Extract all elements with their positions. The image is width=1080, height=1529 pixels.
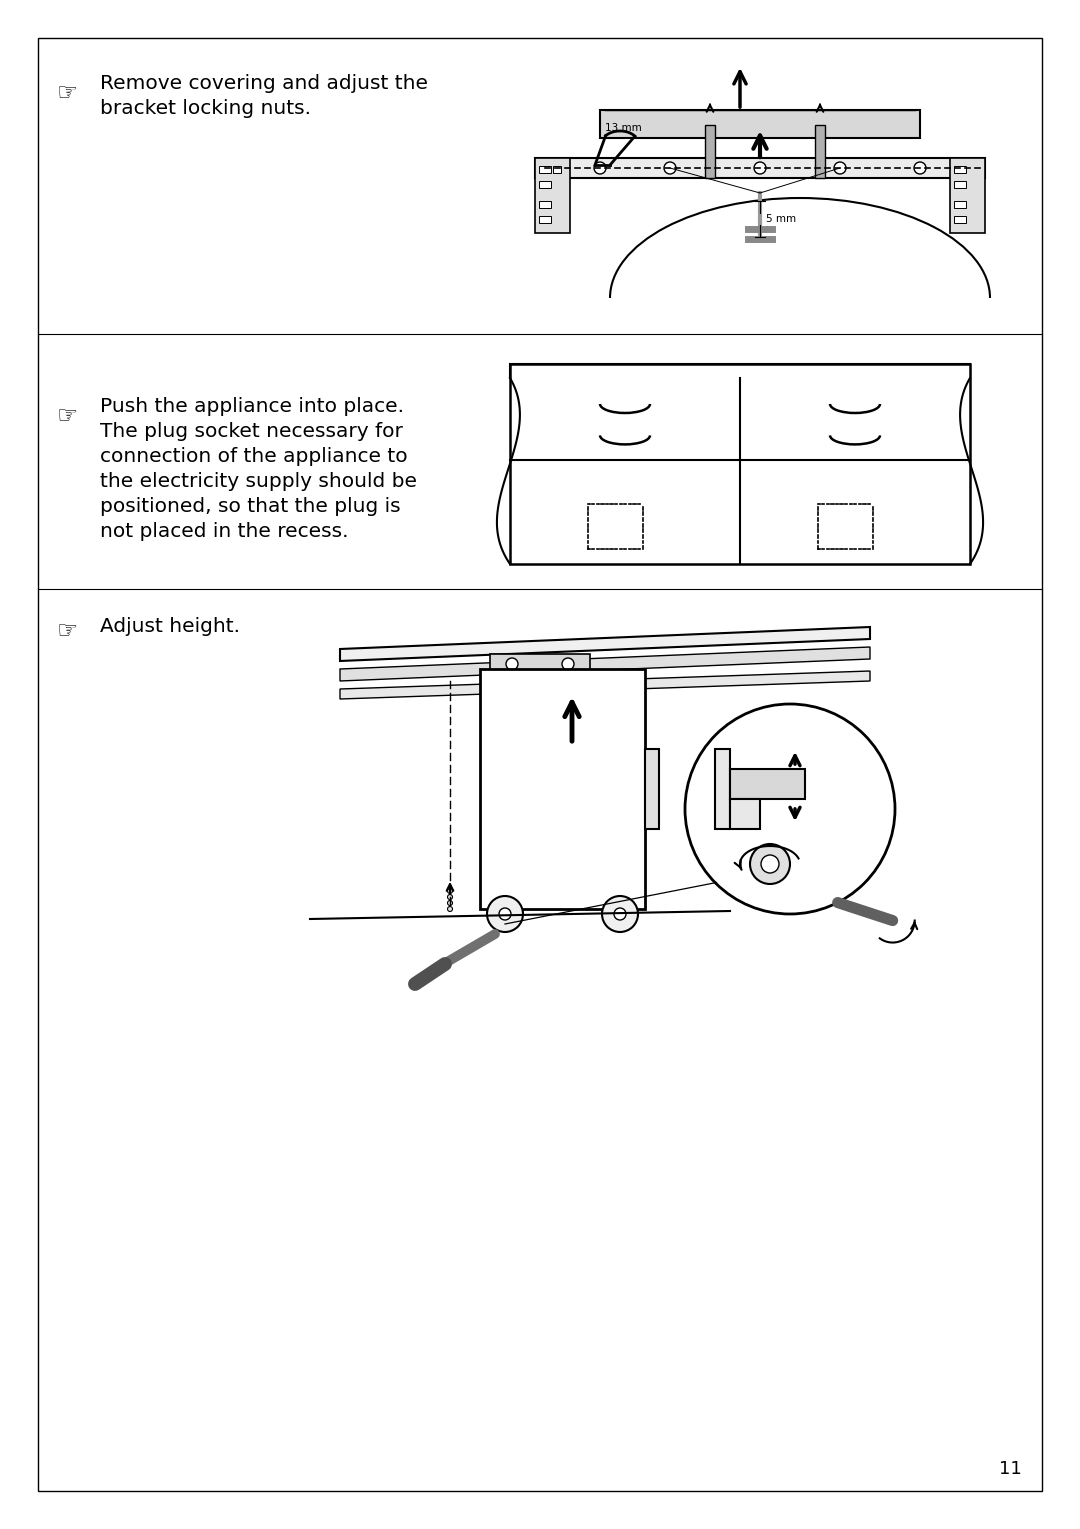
Bar [954, 216, 966, 223]
Circle shape [507, 657, 518, 670]
Bar [535, 157, 570, 232]
Bar [539, 200, 551, 208]
Circle shape [447, 888, 453, 893]
Bar [539, 167, 551, 173]
Polygon shape [340, 647, 870, 680]
Bar [705, 125, 715, 177]
Bar [535, 157, 985, 177]
Text: 5 mm: 5 mm [766, 214, 796, 225]
Circle shape [447, 894, 453, 899]
Circle shape [447, 907, 453, 911]
Circle shape [914, 162, 926, 174]
Bar [510, 364, 970, 378]
Text: 11: 11 [999, 1460, 1022, 1479]
Bar [510, 364, 970, 564]
Bar [480, 670, 645, 910]
Bar [553, 167, 561, 173]
Circle shape [761, 855, 779, 873]
Circle shape [834, 162, 846, 174]
Bar [954, 200, 966, 208]
Bar [539, 216, 551, 223]
Circle shape [499, 908, 511, 920]
Bar [730, 800, 760, 829]
Bar [815, 125, 825, 177]
Bar [539, 180, 551, 188]
Bar [490, 654, 590, 674]
Circle shape [750, 844, 789, 884]
Text: ☞: ☞ [57, 81, 79, 106]
Circle shape [664, 162, 676, 174]
Text: Remove covering and adjust the
bracket locking nuts.: Remove covering and adjust the bracket l… [100, 73, 428, 118]
Circle shape [602, 896, 638, 933]
Circle shape [615, 908, 626, 920]
Circle shape [685, 703, 895, 914]
Text: 13 mm: 13 mm [605, 122, 642, 133]
Circle shape [447, 901, 453, 905]
Circle shape [487, 896, 523, 933]
Bar [645, 749, 659, 829]
Text: ☞: ☞ [57, 404, 79, 428]
Bar [954, 180, 966, 188]
Text: Push the appliance into place.
The plug socket necessary for
connection of the a: Push the appliance into place. The plug … [100, 398, 417, 541]
Text: ☞: ☞ [57, 619, 79, 644]
Polygon shape [340, 671, 870, 699]
Text: Adjust height.: Adjust height. [100, 618, 240, 636]
Bar [715, 749, 730, 829]
Bar [730, 769, 805, 800]
Polygon shape [340, 627, 870, 661]
Circle shape [754, 162, 766, 174]
Bar [950, 157, 985, 232]
Bar [954, 167, 966, 173]
Circle shape [594, 162, 606, 174]
FancyBboxPatch shape [600, 110, 920, 138]
Circle shape [562, 657, 573, 670]
